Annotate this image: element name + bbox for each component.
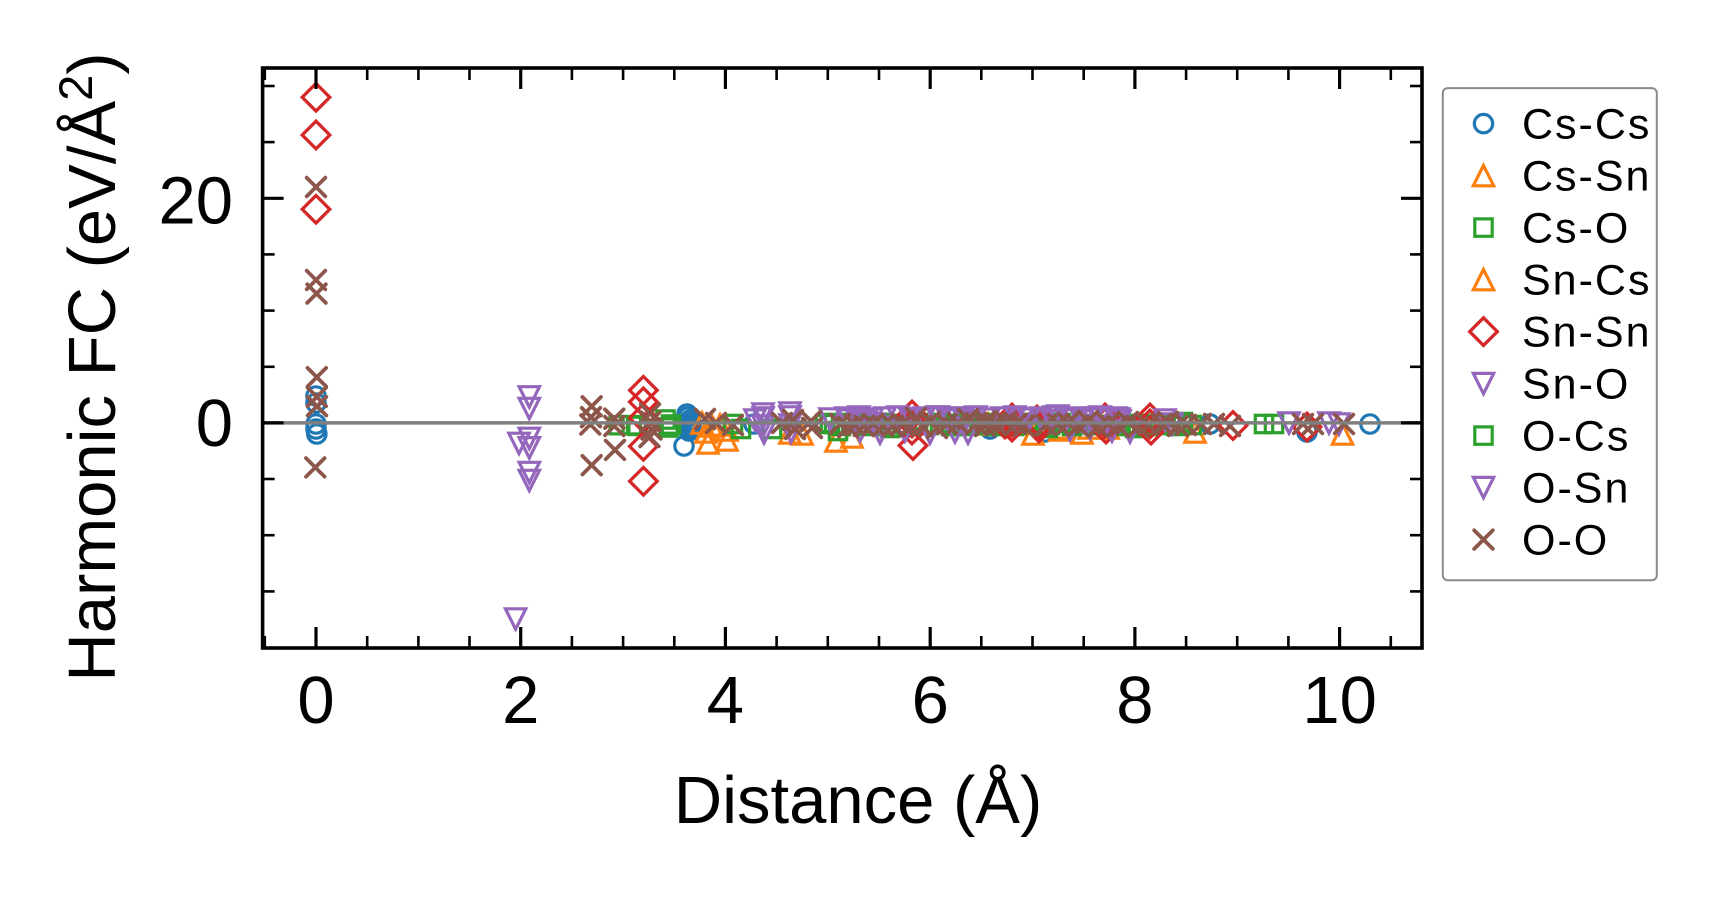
svg-text:0: 0 xyxy=(297,663,334,738)
svg-text:Sn-Sn: Sn-Sn xyxy=(1522,309,1652,357)
svg-text:Sn-O: Sn-O xyxy=(1522,361,1630,409)
svg-text:O-Cs: O-Cs xyxy=(1522,413,1630,461)
svg-text:2: 2 xyxy=(502,663,539,738)
svg-text:O-O: O-O xyxy=(1522,517,1609,565)
svg-text:10: 10 xyxy=(1302,663,1377,738)
svg-text:Sn-Cs: Sn-Cs xyxy=(1522,257,1651,305)
svg-text:6: 6 xyxy=(912,663,949,738)
svg-text:4: 4 xyxy=(707,663,744,738)
svg-text:Cs-Sn: Cs-Sn xyxy=(1522,153,1651,201)
svg-text:20: 20 xyxy=(158,163,233,238)
svg-text:Cs-Cs: Cs-Cs xyxy=(1522,101,1651,149)
svg-text:8: 8 xyxy=(1116,663,1153,738)
svg-text:Cs-O: Cs-O xyxy=(1522,205,1630,253)
svg-text:O-Sn: O-Sn xyxy=(1522,465,1630,513)
svg-text:Harmonic FC (eV/Å2): Harmonic FC (eV/Å2) xyxy=(49,52,130,681)
svg-text:0: 0 xyxy=(196,386,233,461)
svg-text:Distance (Å): Distance (Å) xyxy=(674,763,1043,838)
